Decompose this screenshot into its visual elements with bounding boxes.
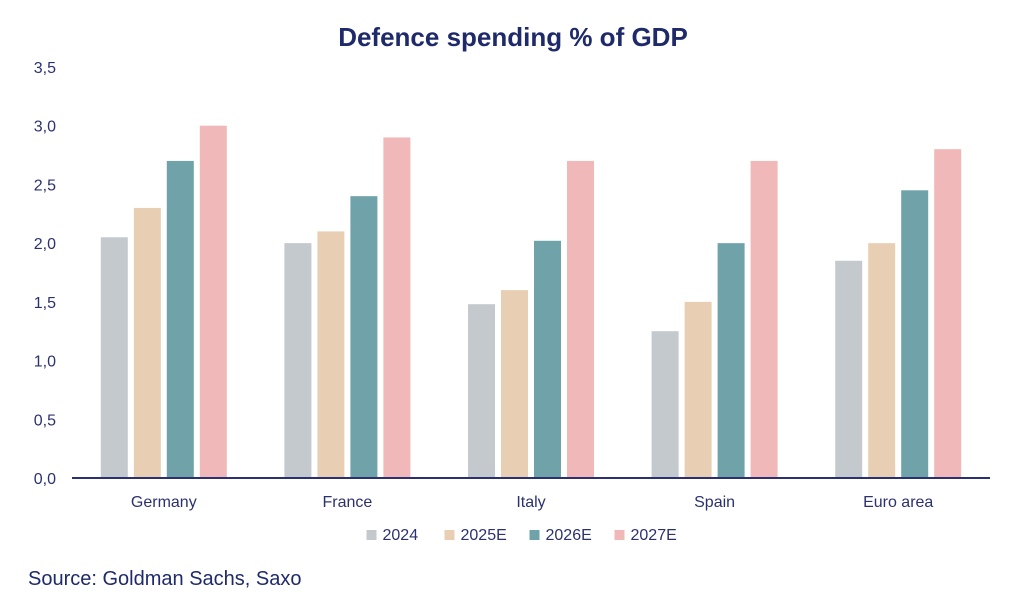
legend: 2024 2025E 2026E 2027E [366, 527, 677, 544]
bar-germany-2024 [100, 237, 128, 478]
bar-germany-2027e [199, 125, 227, 478]
x-tick-label: France [323, 494, 373, 511]
bar-spain-2025e [684, 301, 712, 478]
y-tick-label: 0,0 [34, 471, 56, 488]
y-tick-label: 1,5 [34, 295, 56, 312]
x-tick-label: Euro area [863, 494, 933, 511]
bar-spain-2024 [651, 331, 679, 478]
chart: Defence spending % of GDP 0,0 0,5 1,0 1,5 2,… [34, 22, 990, 544]
y-tick-label: 1,0 [34, 354, 56, 371]
bar-germany-2026e [166, 160, 194, 478]
bar-euro-area-2024 [835, 260, 863, 478]
bars [100, 125, 962, 479]
bar-euro-area-2026e [901, 190, 929, 479]
bar-france-2025e [317, 231, 345, 478]
y-tick-label: 2,0 [34, 236, 56, 253]
legend-label: 2025E [461, 527, 507, 544]
source-note: Source: Goldman Sachs, Saxo [28, 568, 302, 590]
bar-euro-area-2027e [934, 149, 962, 478]
legend-label: 2024 [383, 527, 419, 544]
x-tick-label: Germany [131, 494, 197, 511]
y-tick-label: 0,5 [34, 412, 56, 429]
bar-italy-2024 [468, 304, 495, 478]
x-axis: Germany France Italy Spain Euro area [131, 494, 934, 511]
y-tick-label: 3,5 [34, 60, 56, 77]
chart-title: Defence spending % of GDP [338, 22, 688, 52]
legend-label: 2026E [546, 527, 592, 544]
legend-swatch [444, 530, 455, 540]
y-tick-label: 2,5 [34, 177, 56, 194]
bar-italy-2027e [567, 160, 594, 478]
bar-italy-2026e [534, 240, 561, 478]
legend-swatch [614, 530, 625, 540]
legend-swatch [529, 530, 540, 540]
bar-france-2027e [383, 137, 411, 478]
bar-spain-2026e [717, 243, 745, 478]
bar-france-2024 [284, 243, 312, 478]
legend-label: 2027E [631, 527, 677, 544]
bar-france-2026e [350, 196, 378, 478]
bar-euro-area-2025e [868, 243, 896, 478]
bar-spain-2027e [750, 160, 778, 478]
bar-germany-2025e [133, 207, 161, 478]
legend-swatch [366, 530, 377, 540]
x-tick-label: Spain [694, 494, 735, 511]
y-tick-label: 3,0 [34, 119, 56, 136]
bar-italy-2025e [501, 290, 528, 478]
x-tick-label: Italy [516, 494, 545, 511]
y-axis: 0,0 0,5 1,0 1,5 2,0 2,5 3,0 3,5 [34, 60, 56, 488]
